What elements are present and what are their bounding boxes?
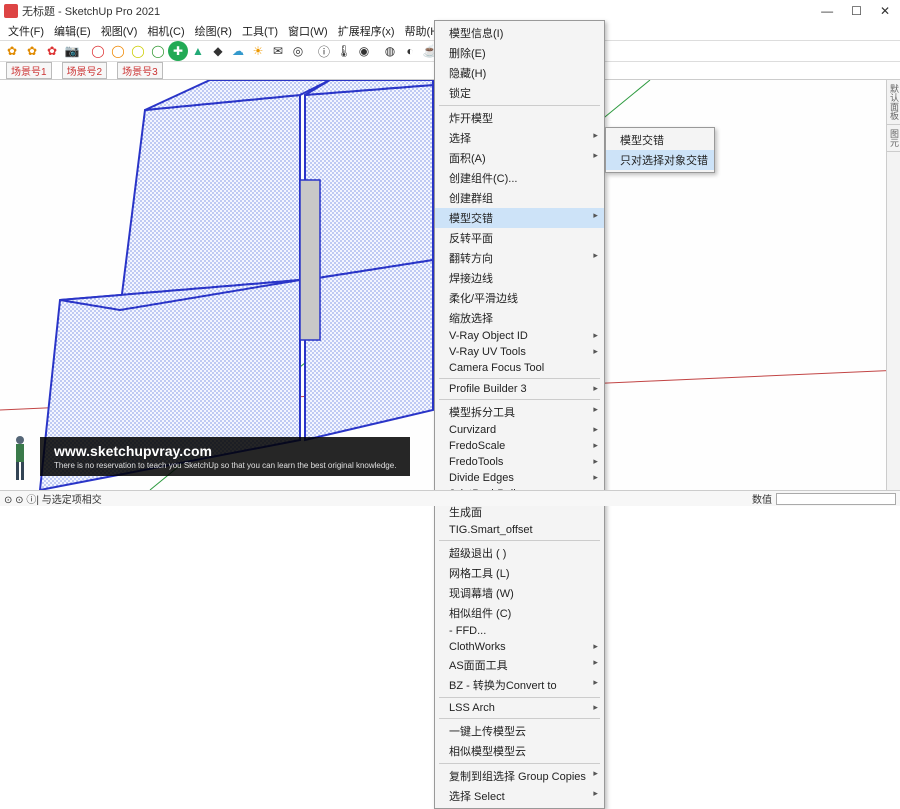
menu-separator [439,763,600,764]
app-icon [4,4,18,18]
menu-item[interactable]: Curvizard [435,422,604,438]
toolbar-ring2-icon[interactable]: ◎ [288,41,308,61]
tray-tab-entity[interactable]: 图元 [887,125,900,152]
menu-item[interactable]: 删除(E) [435,43,604,63]
toolbar-camera-icon[interactable]: 📷 [62,41,82,61]
menu-item[interactable]: Divide Edges [435,470,604,486]
menu-item[interactable]: FredoTools [435,454,604,470]
status-icon: ⊙ ⊙ ⓘ [4,491,36,506]
toolbar-ring-yellow-icon[interactable]: ◯ [128,41,148,61]
menu-item[interactable]: 一键上传模型云 [435,721,604,741]
toolbar-check-icon[interactable]: ◆ [208,41,228,61]
menu-item[interactable]: 焊接边线 [435,268,604,288]
tray-tab-default[interactable]: 默认面板 [887,80,900,125]
context-submenu[interactable]: 模型交错只对选择对象交错 [605,127,715,173]
menu-item[interactable]: LSS Arch [435,700,604,716]
toolbar-plus-icon[interactable]: ✚ [168,41,188,61]
menu-item[interactable]: V-Ray Object ID [435,328,604,344]
window-controls: — ☐ ✕ [821,4,896,18]
menu-item[interactable]: 相似模型模型云 [435,741,604,761]
menu-item[interactable]: 复制到组选择 Group Copies [435,766,604,786]
menu-item[interactable]: 模型交错 [435,208,604,228]
watermark-url: www.sketchupvray.com [54,443,212,459]
window-title: 无标题 - SketchUp Pro 2021 [22,3,160,19]
toolbar-gear3-icon[interactable]: ✿ [42,41,62,61]
menu-item[interactable]: BZ - 转换为Convert to [435,675,604,695]
toolbar-globe-icon[interactable]: ◍ [380,41,400,61]
toolbar-gear2-icon[interactable]: ✿ [22,41,42,61]
measurement-box[interactable] [776,493,896,505]
context-menu[interactable]: 模型信息(I)删除(E)隐藏(H)锁定炸开模型选择面积(A)创建组件(C)...… [434,20,605,809]
menu-separator [439,718,600,719]
toolbar-palette-icon[interactable]: ◐ [400,41,420,61]
toolbar-therm-icon[interactable]: 🌡 [334,41,354,61]
menu-item[interactable]: 现调幕墙 (W) [435,583,604,603]
menu-separator [439,697,600,698]
menu-separator [439,378,600,379]
toolbar-ring-orange-icon[interactable]: ◯ [108,41,128,61]
menu-separator [439,105,600,106]
menu-item[interactable]: 选择 Select [435,786,604,806]
menu-item[interactable]: 面积(A) [435,148,604,168]
menu-item[interactable]: 缩放选择 [435,308,604,328]
menu-item[interactable]: 创建组件(C)... [435,168,604,188]
menu-item[interactable]: 相似组件 (C) [435,603,604,623]
menu-item[interactable]: 炸开模型 [435,108,604,128]
menu-item[interactable]: - FFD... [435,623,604,639]
scene-tab[interactable]: 场景号1 [6,62,52,79]
menu-item[interactable]: Profile Builder 3 [435,381,604,397]
menu-item[interactable]: 网格工具 (L) [435,563,604,583]
menu-item[interactable]: 模型交错 [606,130,714,150]
toolbar-ring-red-icon[interactable]: ◯ [88,41,108,61]
menu-item[interactable]: 创建群组 [435,188,604,208]
toolbar-info-icon[interactable]: ⓘ [314,41,334,61]
menu-item[interactable]: 只对选择对象交错 [606,150,714,170]
toolbar-droplet-icon[interactable]: ◉ [354,41,374,61]
maximize-button[interactable]: ☐ [851,4,862,18]
menu-item[interactable]: V-Ray UV Tools [435,344,604,360]
minimize-button[interactable]: — [821,4,833,18]
menu-item[interactable]: FredoScale [435,438,604,454]
menu-item[interactable]: 翻转方向 [435,248,604,268]
menu-item[interactable]: 柔化/平滑边线 [435,288,604,308]
watermark: www.sketchupvray.com There is no reserva… [40,437,410,476]
menu-item[interactable]: 视图(V) [97,23,142,39]
menu-item[interactable]: 窗口(W) [284,23,332,39]
menu-item[interactable]: 相机(C) [143,23,188,39]
menu-item[interactable]: 超级退出 ( ) [435,543,604,563]
toolbar-ring-green-icon[interactable]: ◯ [148,41,168,61]
close-button[interactable]: ✕ [880,4,890,18]
scale-figure [8,434,32,482]
menu-item[interactable]: 文件(F) [4,23,48,39]
menu-item[interactable]: 模型拆分工具 [435,402,604,422]
toolbar-gear1-icon[interactable]: ✿ [2,41,22,61]
menu-item[interactable]: AS面面工具 [435,655,604,675]
menu-item[interactable]: 编辑(E) [50,23,95,39]
toolbar-sun-icon[interactable]: ☀ [248,41,268,61]
menu-item[interactable]: 隐藏(H) [435,63,604,83]
toolbar-tree-icon[interactable]: ▲ [188,41,208,61]
toolbar-cloud-icon[interactable]: ☁ [228,41,248,61]
measurement-label: 数值 [752,491,772,506]
scene-tab[interactable]: 场景号2 [62,62,108,79]
menu-separator [439,540,600,541]
title-bar: 无标题 - SketchUp Pro 2021 — ☐ ✕ [0,0,900,22]
menu-item[interactable]: 反转平面 [435,228,604,248]
menu-item[interactable]: 模型信息(I) [435,23,604,43]
menu-item[interactable]: 选择 [435,128,604,148]
menu-item[interactable]: 扩展程序(x) [334,23,399,39]
menu-item[interactable]: TIG.Smart_offset [435,522,604,538]
menu-separator [439,399,600,400]
toolbar-mail-icon[interactable]: ✉ [268,41,288,61]
menu-item[interactable]: ClothWorks [435,639,604,655]
status-bar: ⊙ ⊙ ⓘ | 与选定项相交 数值 [0,490,900,506]
status-text: | 与选定项相交 [36,491,101,506]
right-tray: 默认面板 图元 [886,80,900,490]
menu-item[interactable]: 绘图(R) [191,23,236,39]
menu-item[interactable]: 锁定 [435,83,604,103]
watermark-sub: There is no reservation to teach you Ske… [54,461,396,470]
menu-item[interactable]: 工具(T) [238,23,282,39]
scene-tab[interactable]: 场景号3 [117,62,163,79]
menu-item[interactable]: Camera Focus Tool [435,360,604,376]
